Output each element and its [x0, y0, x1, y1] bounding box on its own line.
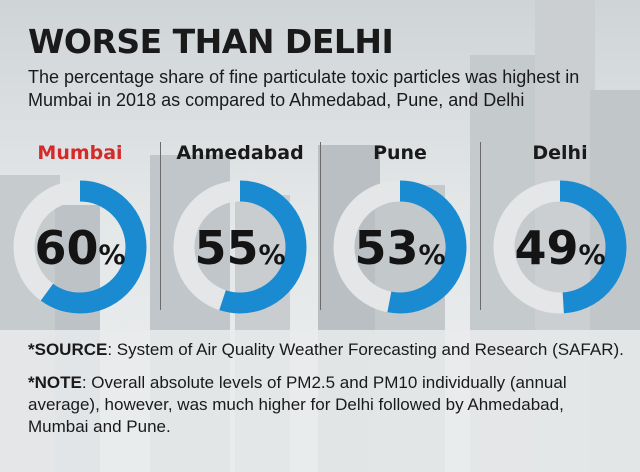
- donut-ahmedabad: 55%: [173, 180, 307, 314]
- note-text: : Overall absolute levels of PM2.5 and P…: [28, 373, 567, 436]
- city-ahmedabad: Ahmedabad 55%: [160, 138, 320, 328]
- source-label: *SOURCE: [28, 340, 108, 359]
- donut-value-ahmedabad: 55%: [194, 221, 285, 275]
- city-delhi: Delhi 49%: [480, 138, 640, 328]
- value-number-mumbai: 60: [34, 221, 98, 275]
- donut-pune: 53%: [333, 180, 467, 314]
- donut-arc-delhi: [493, 180, 627, 314]
- page-subtitle: The percentage share of fine particulate…: [28, 67, 580, 110]
- divider-1: [160, 142, 161, 310]
- note-label: *NOTE: [28, 373, 82, 392]
- source-text: : System of Air Quality Weather Forecast…: [107, 340, 624, 359]
- value-percent-ahmedabad: %: [258, 240, 285, 271]
- divider-2: [320, 142, 321, 310]
- value-percent-delhi: %: [578, 240, 605, 271]
- value-number-pune: 53: [354, 221, 418, 275]
- city-label-ahmedabad: Ahmedabad: [176, 142, 304, 164]
- city-label-mumbai: Mumbai: [37, 142, 123, 164]
- value-number-ahmedabad: 55: [194, 221, 258, 275]
- value-percent-pune: %: [418, 240, 445, 271]
- page-title: WORSE THAN DELHI: [28, 22, 394, 61]
- donut-value-delhi: 49%: [514, 221, 605, 275]
- donut-mumbai: 60%: [13, 180, 147, 314]
- donut-delhi: 49%: [493, 180, 627, 314]
- city-mumbai: Mumbai 60%: [0, 138, 160, 328]
- donut-arc-pune: [333, 180, 467, 314]
- donut-charts: Mumbai 60% Ahmedabad 55% Pune 53% Delhi 49%: [0, 138, 640, 328]
- city-pune: Pune 53%: [320, 138, 480, 328]
- donut-arc-ahmedabad: [173, 180, 307, 314]
- donut-value-mumbai: 60%: [34, 221, 125, 275]
- city-label-delhi: Delhi: [532, 142, 588, 164]
- value-number-delhi: 49: [514, 221, 578, 275]
- source-note: *SOURCE: System of Air Quality Weather F…: [28, 339, 628, 361]
- donut-value-pune: 53%: [354, 221, 445, 275]
- divider-3: [480, 142, 481, 310]
- donut-arc-mumbai: [13, 180, 147, 314]
- footnote: *NOTE: Overall absolute levels of PM2.5 …: [28, 372, 628, 438]
- value-percent-mumbai: %: [98, 240, 125, 271]
- city-label-pune: Pune: [373, 142, 427, 164]
